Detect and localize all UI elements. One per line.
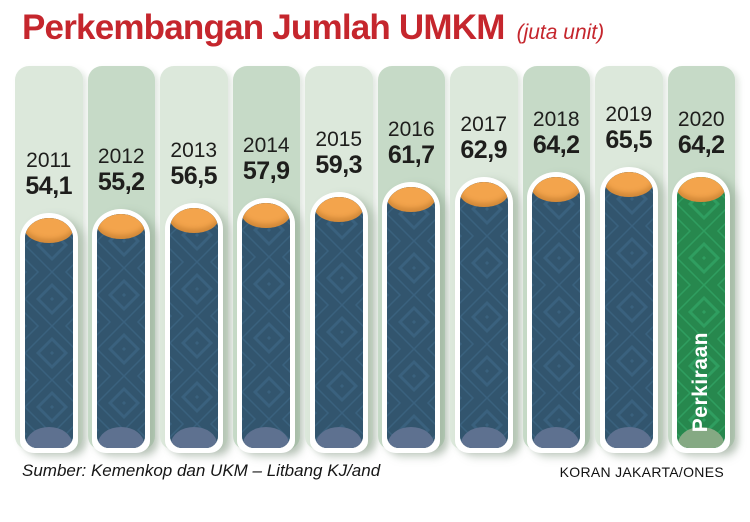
bar-label-2014: 2014 57,9 xyxy=(227,134,307,185)
chart-area: 2011 54,1 2012 55,2 2013 56,5 2014 57,9 2015 59,3… xyxy=(15,66,735,453)
bar-body xyxy=(97,214,146,448)
year-label: 2016 xyxy=(387,118,435,142)
bar-top-ellipse xyxy=(242,203,291,228)
year-label: 2019 xyxy=(605,103,653,127)
bar-texture-pattern xyxy=(532,177,581,448)
bar-bottom-ellipse xyxy=(170,427,217,448)
bar-bottom-ellipse xyxy=(25,427,72,448)
chart-column-2019: 2019 65,5 xyxy=(595,66,663,453)
bar-label-2017: 2017 62,9 xyxy=(444,113,524,164)
bar-2018 xyxy=(527,172,586,453)
source-note: Sumber: Kemenkop dan UKM – Litbang KJ/an… xyxy=(22,461,381,480)
bar-bottom-ellipse xyxy=(388,427,435,448)
bar-bottom-ellipse xyxy=(460,427,507,448)
chart-header: Perkembangan Jumlah UMKM (juta unit) xyxy=(22,8,604,48)
bar-top-ellipse xyxy=(604,172,653,197)
bar-top-ellipse xyxy=(24,218,73,243)
chart-column-2015: 2015 59,3 xyxy=(305,66,373,453)
bar-bottom-ellipse xyxy=(605,427,652,448)
estimate-label: Perkiraan xyxy=(689,331,713,432)
chart-column-2017: 2017 62,9 xyxy=(450,66,518,453)
bar-body xyxy=(604,172,653,448)
bar-2015 xyxy=(309,192,368,453)
year-label: 2013 xyxy=(170,139,218,163)
bar-body xyxy=(459,182,508,448)
bar-texture-pattern xyxy=(97,214,146,448)
bar-label-2013: 2013 56,5 xyxy=(154,139,234,190)
value-label: 55,2 xyxy=(97,167,145,196)
bar-body xyxy=(242,203,291,448)
bar-body xyxy=(314,197,363,448)
bar-bottom-ellipse xyxy=(678,427,725,448)
bar-bottom-ellipse xyxy=(315,427,362,448)
value-label: 64,2 xyxy=(532,130,580,159)
bar-top-ellipse xyxy=(532,177,581,202)
bar-bottom-ellipse xyxy=(98,427,145,448)
bar-body xyxy=(532,177,581,448)
chart-column-2020: 2020 64,2 Perkiraan xyxy=(667,66,735,453)
chart-column-2012: 2012 55,2 xyxy=(87,66,155,453)
chart-column-2014: 2014 57,9 xyxy=(232,66,300,453)
chart-column-2013: 2013 56,5 xyxy=(160,66,228,453)
bar-texture-pattern xyxy=(604,172,653,448)
bar-texture-pattern xyxy=(242,203,291,448)
bar-2017 xyxy=(454,177,513,453)
bar-body xyxy=(169,208,218,448)
year-label: 2017 xyxy=(460,113,508,137)
chart-column-2018: 2018 64,2 xyxy=(522,66,590,453)
bar-texture-pattern xyxy=(169,208,218,448)
year-label: 2012 xyxy=(97,145,145,169)
year-label: 2018 xyxy=(532,108,580,132)
bar-body xyxy=(24,218,73,448)
credit-note: KORAN JAKARTA/ONES xyxy=(559,464,724,480)
bar-label-2015: 2015 59,3 xyxy=(299,128,379,179)
bar-texture-pattern xyxy=(387,187,436,448)
value-label: 56,5 xyxy=(170,161,218,190)
chart-column-2016: 2016 61,7 xyxy=(377,66,445,453)
chart-footer: Sumber: Kemenkop dan UKM – Litbang KJ/an… xyxy=(22,461,724,481)
bar-label-2016: 2016 61,7 xyxy=(372,118,452,169)
bar-body xyxy=(387,187,436,448)
bar-bottom-ellipse xyxy=(533,427,580,448)
value-label: 57,9 xyxy=(242,156,290,185)
value-label: 64,2 xyxy=(677,130,725,159)
bar-top-ellipse xyxy=(387,187,436,212)
bar-top-ellipse xyxy=(677,177,726,202)
unit-label: (juta unit) xyxy=(516,21,605,44)
bar-label-2012: 2012 55,2 xyxy=(82,145,162,196)
bar-top-ellipse xyxy=(97,214,146,239)
bar-2014 xyxy=(237,198,296,453)
bar-label-2018: 2018 64,2 xyxy=(517,108,597,159)
value-label: 54,1 xyxy=(25,171,73,200)
bar-2012 xyxy=(92,209,151,453)
bar-top-ellipse xyxy=(314,197,363,222)
bar-top-ellipse xyxy=(169,208,218,233)
value-label: 59,3 xyxy=(315,150,363,179)
value-label: 62,9 xyxy=(460,135,508,164)
bar-body: Perkiraan xyxy=(677,177,726,448)
bar-label-2011: 2011 54,1 xyxy=(9,149,89,200)
bar-texture-pattern xyxy=(24,218,73,448)
year-label: 2011 xyxy=(26,149,72,173)
bar-2013 xyxy=(164,203,223,453)
bar-2011 xyxy=(19,213,78,453)
bar-2019 xyxy=(599,167,658,453)
bar-top-ellipse xyxy=(459,182,508,207)
value-label: 65,5 xyxy=(605,125,653,154)
year-label: 2015 xyxy=(315,128,363,152)
bar-2020: Perkiraan xyxy=(672,172,731,453)
bar-texture-pattern xyxy=(314,197,363,448)
bar-2016 xyxy=(382,182,441,453)
chart-column-2011: 2011 54,1 xyxy=(15,66,83,453)
bar-label-2020: 2020 64,2 xyxy=(662,108,742,159)
bar-label-2019: 2019 65,5 xyxy=(589,103,669,154)
value-label: 61,7 xyxy=(387,140,435,169)
bar-texture-pattern xyxy=(459,182,508,448)
bar-texture-pattern xyxy=(677,177,726,448)
chart-title: Perkembangan Jumlah UMKM xyxy=(22,8,505,47)
bar-bottom-ellipse xyxy=(243,427,290,448)
year-label: 2014 xyxy=(242,134,290,158)
year-label: 2020 xyxy=(677,108,725,132)
